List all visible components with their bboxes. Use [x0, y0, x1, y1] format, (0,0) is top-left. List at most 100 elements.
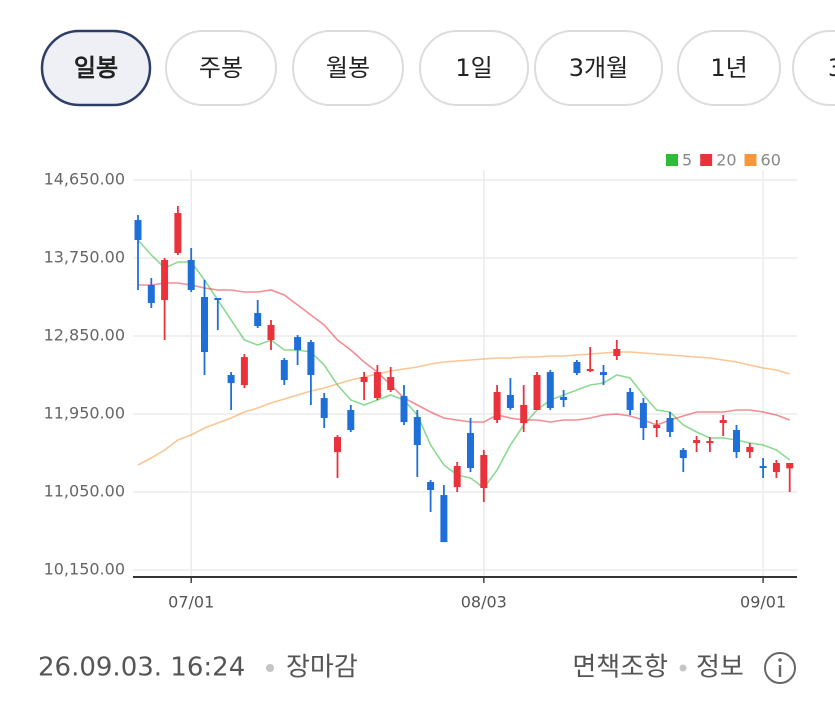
- tab[interactable]: 주봉: [165, 30, 277, 106]
- info-icon[interactable]: [764, 652, 796, 684]
- footer: 26.09.03. 16:24 장마감 면책조항 정보: [38, 652, 796, 684]
- candle: [320, 393, 328, 429]
- tab[interactable]: 1일: [419, 30, 529, 106]
- candle-body: [480, 454, 488, 489]
- candle: [693, 436, 701, 453]
- candle: [786, 462, 794, 492]
- candle: [413, 410, 421, 478]
- y-tick-label: 13,750.00: [44, 248, 125, 267]
- candle-body: [706, 441, 714, 444]
- candle-body: [320, 398, 328, 418]
- tab-label[interactable]: 3년: [828, 54, 835, 82]
- candle: [254, 300, 262, 329]
- tab-label[interactable]: 일봉: [74, 54, 118, 82]
- tab-pill[interactable]: [40, 29, 152, 107]
- candle: [347, 404, 355, 433]
- tab-label[interactable]: 주봉: [199, 54, 243, 82]
- tab[interactable]: 3년: [792, 30, 835, 106]
- candle-body: [267, 324, 275, 340]
- tab-pill[interactable]: [292, 30, 404, 106]
- candle: [533, 372, 541, 411]
- candle-body: [546, 372, 554, 409]
- candle: [373, 365, 381, 401]
- candle: [161, 258, 169, 340]
- tab-label[interactable]: 1년: [710, 54, 747, 82]
- ma-line: [137, 351, 790, 466]
- candle: [613, 339, 621, 361]
- candle: [294, 335, 302, 366]
- candle-body: [147, 285, 155, 303]
- candle-body: [666, 417, 674, 433]
- tab[interactable]: 일봉: [40, 29, 152, 107]
- candle-body: [639, 402, 647, 429]
- candle: [772, 460, 780, 479]
- candle-body: [254, 313, 262, 327]
- candle: [560, 389, 568, 407]
- candle-body: [772, 462, 780, 473]
- candle-body: [400, 396, 408, 423]
- ma-line: [137, 239, 791, 490]
- legend-label: 20: [716, 151, 736, 170]
- candle: [546, 370, 554, 411]
- info-link[interactable]: 정보: [696, 653, 744, 683]
- legend-label: 60: [761, 151, 781, 170]
- candle-body: [746, 447, 754, 453]
- candle-body: [174, 213, 182, 253]
- tab-pill[interactable]: [534, 30, 663, 106]
- candle: [201, 280, 208, 375]
- x-tick-label: 07/01: [168, 593, 214, 612]
- legend-swatch: [744, 154, 757, 166]
- tab-label[interactable]: 3개월: [569, 54, 628, 82]
- candle-body: [626, 391, 634, 411]
- candle-body: [413, 417, 421, 446]
- candle: [134, 215, 142, 290]
- candle: [506, 378, 514, 411]
- y-tick-label: 12,850.00: [44, 326, 125, 345]
- candle-body: [214, 298, 222, 301]
- candle: [187, 248, 195, 292]
- candle: [174, 206, 182, 255]
- candle-body: [373, 372, 381, 399]
- candle-body: [307, 342, 315, 375]
- candle-body: [653, 425, 661, 429]
- candle: [453, 462, 461, 492]
- candle: [706, 437, 714, 453]
- candle-body: [506, 395, 514, 409]
- candle-body: [733, 430, 740, 453]
- candle: [387, 367, 395, 392]
- candle-body: [187, 259, 195, 290]
- tab-pill[interactable]: [677, 30, 781, 106]
- candle-body: [533, 375, 541, 411]
- candle-body: [600, 372, 607, 375]
- candle-body: [440, 495, 448, 543]
- candle-body: [560, 397, 568, 401]
- candle: [240, 354, 248, 388]
- tab[interactable]: 1년: [677, 30, 781, 106]
- tab[interactable]: 3개월: [534, 30, 663, 106]
- candle: [227, 372, 235, 411]
- candle-body: [427, 482, 435, 491]
- y-tick-label: 11,950.00: [44, 404, 125, 423]
- candle-body: [161, 259, 169, 301]
- disclaimer-link[interactable]: 면책조항: [572, 653, 668, 683]
- separator-dot: [679, 664, 687, 672]
- tab[interactable]: 월봉: [292, 30, 404, 106]
- candle: [626, 388, 634, 416]
- tab-pill[interactable]: [419, 30, 529, 106]
- tab-pill[interactable]: [165, 30, 277, 106]
- candle-body: [360, 376, 368, 383]
- tab-label[interactable]: 월봉: [326, 54, 370, 82]
- tab-pill[interactable]: [792, 30, 835, 106]
- tab-label[interactable]: 1일: [455, 54, 492, 82]
- candle: [586, 347, 594, 373]
- candle: [493, 385, 501, 424]
- candle: [733, 425, 740, 459]
- candle: [520, 385, 528, 433]
- candle: [267, 320, 275, 351]
- candle-body: [586, 369, 594, 372]
- candle-body: [334, 437, 341, 453]
- candle-body: [280, 360, 288, 381]
- candle: [719, 415, 727, 437]
- candle: [480, 449, 488, 503]
- candle: [147, 278, 155, 309]
